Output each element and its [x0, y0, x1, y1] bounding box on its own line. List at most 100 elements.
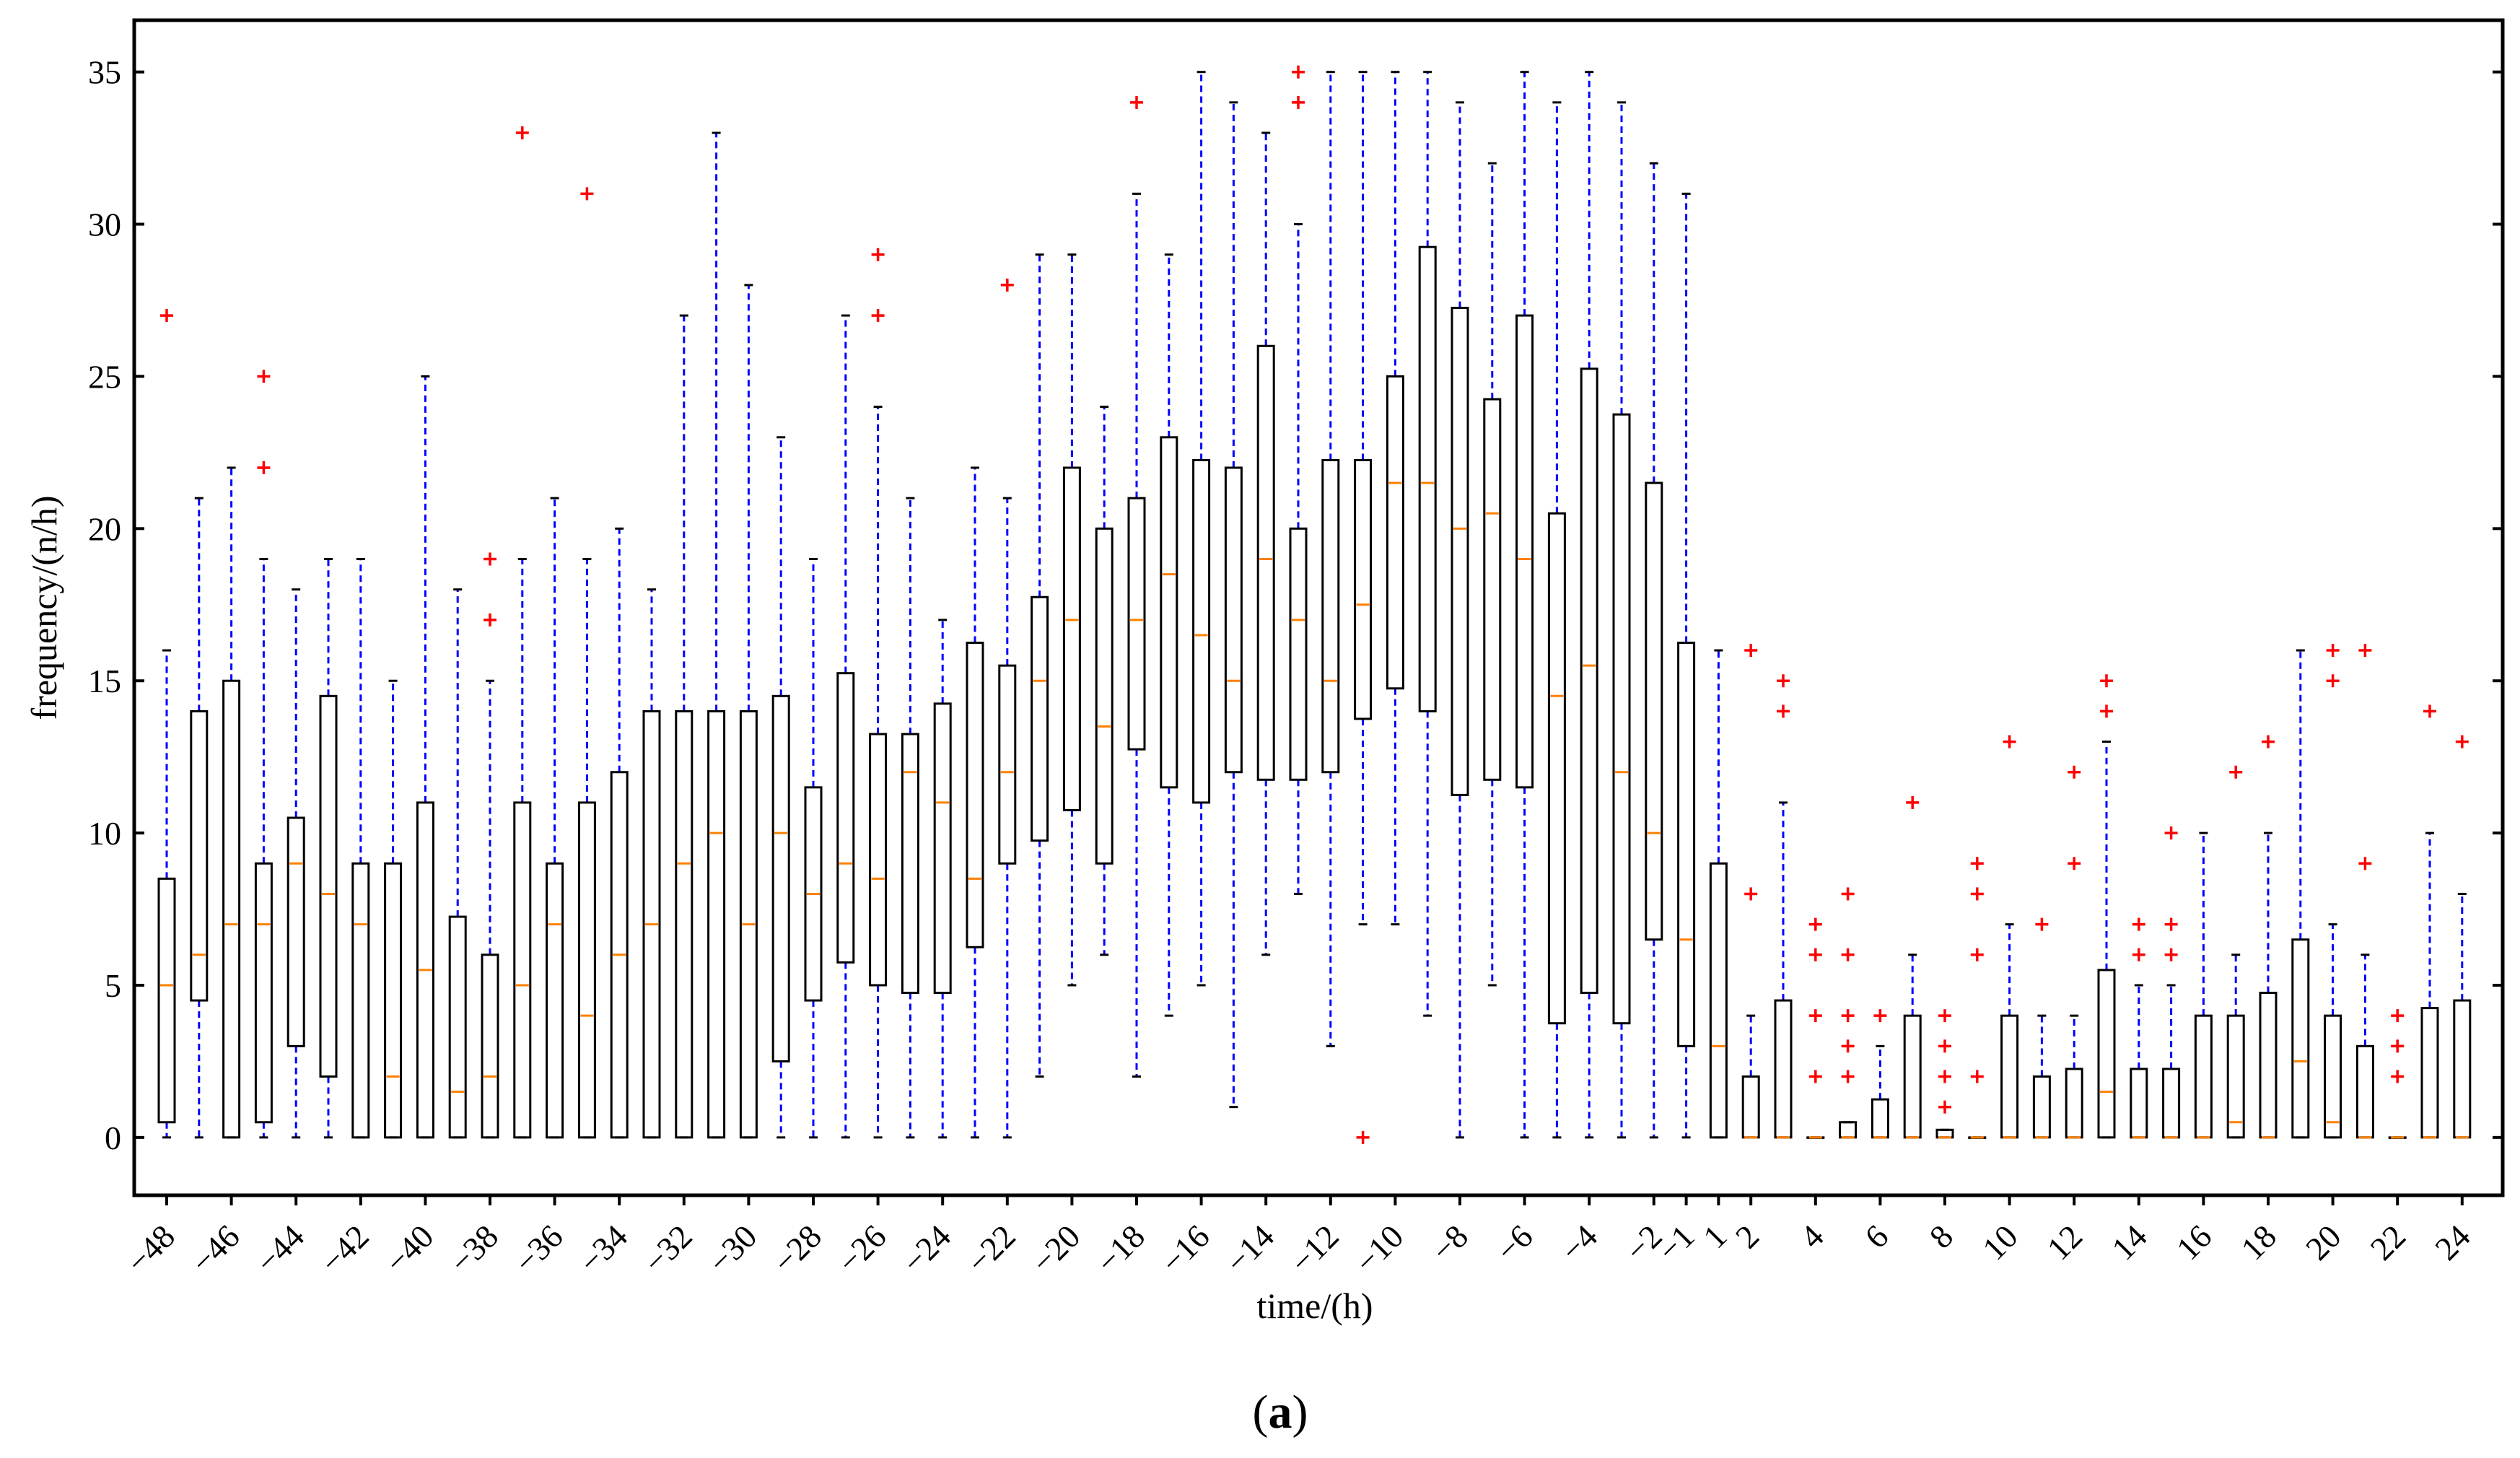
outlier-marker	[1873, 1009, 1887, 1023]
box-iqr	[1451, 307, 1469, 796]
box-iqr	[1095, 527, 1114, 865]
outlier-marker	[871, 248, 885, 261]
outlier-marker	[1808, 948, 1822, 961]
box-group	[610, 527, 629, 1139]
box-group	[1354, 71, 1373, 1144]
y-tick-label: 5	[105, 967, 121, 1004]
x-tick-label: −16	[1154, 1218, 1217, 1280]
box-group	[966, 466, 984, 1139]
outlier-marker	[1808, 917, 1822, 931]
box-iqr	[2355, 1044, 2374, 1139]
box-iqr	[1418, 245, 1437, 712]
box-iqr	[1903, 1014, 1922, 1139]
box-group	[804, 558, 823, 1139]
outlier-marker	[2326, 674, 2340, 688]
box-group	[2130, 917, 2148, 1139]
x-tick-label: −40	[378, 1218, 441, 1280]
box-group	[707, 131, 726, 1139]
box-group	[1612, 101, 1631, 1139]
outlier-marker	[1292, 65, 1305, 79]
outlier-marker	[1777, 704, 1790, 718]
box-group	[2355, 644, 2374, 1139]
x-tick-label: −8	[1424, 1218, 1475, 1269]
box-iqr	[157, 877, 176, 1124]
box-group	[190, 497, 209, 1139]
outlier-marker	[1841, 1009, 1855, 1023]
outlier-marker	[2003, 735, 2016, 748]
outlier-marker	[2164, 917, 2178, 931]
box-group	[1839, 887, 1858, 1139]
box-group	[1062, 253, 1081, 987]
x-tick-label: 18	[2234, 1218, 2283, 1267]
outlier-marker	[2391, 1009, 2405, 1023]
outlier-marker	[2068, 765, 2081, 779]
box-group	[416, 375, 434, 1139]
outlier-marker	[515, 126, 529, 140]
outlier-marker	[1130, 95, 1143, 109]
panel-label-open-paren: (	[1253, 1386, 1269, 1439]
box-group	[739, 284, 758, 1139]
box-iqr	[1612, 413, 1631, 1025]
box-iqr	[286, 816, 305, 1047]
outlier-marker	[871, 309, 885, 323]
outlier-marker	[1938, 1100, 1951, 1114]
box-group	[1741, 644, 1760, 1139]
y-axis: 0 5 10 15 20 25 30 35	[88, 54, 2503, 1156]
box-group	[1160, 253, 1178, 1017]
x-tick-label: −28	[766, 1218, 828, 1280]
x-axis-label: time/(h)	[1256, 1285, 1373, 1326]
box-iqr	[610, 771, 629, 1139]
y-tick-label: 0	[105, 1119, 121, 1156]
box-iqr	[1031, 595, 1049, 842]
x-tick-label: 1	[1696, 1218, 1733, 1255]
box-group	[481, 552, 499, 1139]
box-iqr	[2000, 1014, 2019, 1139]
box-iqr	[1483, 398, 1502, 781]
box-group	[1224, 101, 1243, 1109]
y-tick-label: 20	[88, 510, 121, 547]
box-group	[157, 309, 176, 1139]
box-iqr	[1289, 527, 1308, 781]
box-group	[2162, 826, 2181, 1139]
box-iqr	[546, 862, 564, 1139]
box-group	[351, 558, 370, 1139]
outlier-marker	[1292, 95, 1305, 109]
box-group	[1806, 917, 1825, 1139]
box-iqr	[1515, 314, 1534, 789]
box-group	[1095, 406, 1114, 956]
outlier-marker	[2358, 644, 2372, 658]
outlier-marker	[2262, 735, 2275, 748]
x-tick-label: 8	[1922, 1218, 1960, 1255]
box-group	[1289, 65, 1308, 895]
box-iqr	[1709, 862, 1728, 1139]
box-group	[933, 619, 952, 1139]
box-iqr	[1224, 466, 1243, 774]
outlier-marker	[1356, 1130, 1370, 1144]
box-iqr	[2032, 1075, 2051, 1139]
outlier-marker	[2035, 917, 2049, 931]
box-iqr	[190, 710, 209, 1002]
x-tick-label: 16	[2169, 1218, 2219, 1267]
box-group	[286, 588, 305, 1139]
box-group	[2000, 735, 2019, 1139]
y-axis-label: frequency/(n/h)	[24, 496, 64, 720]
outlier-marker	[1841, 1039, 1855, 1053]
outlier-marker	[1970, 948, 1984, 961]
box-iqr	[1062, 466, 1081, 811]
y-tick-label: 30	[88, 206, 121, 243]
box-group	[836, 314, 855, 1139]
box-group	[2453, 735, 2472, 1139]
box-iqr	[513, 801, 532, 1139]
box-iqr	[2065, 1068, 2083, 1139]
box-group	[1386, 71, 1404, 926]
x-tick-label: −22	[960, 1218, 1023, 1280]
outlier-marker	[1938, 1070, 1951, 1083]
y-tick-label: 15	[88, 663, 121, 699]
x-tick-label: −32	[636, 1218, 699, 1280]
box-iqr	[933, 702, 952, 995]
y-tick-label: 10	[88, 815, 121, 852]
box-group	[1031, 253, 1049, 1078]
outlier-marker	[580, 187, 594, 201]
x-tick-label: 6	[1858, 1218, 1895, 1255]
